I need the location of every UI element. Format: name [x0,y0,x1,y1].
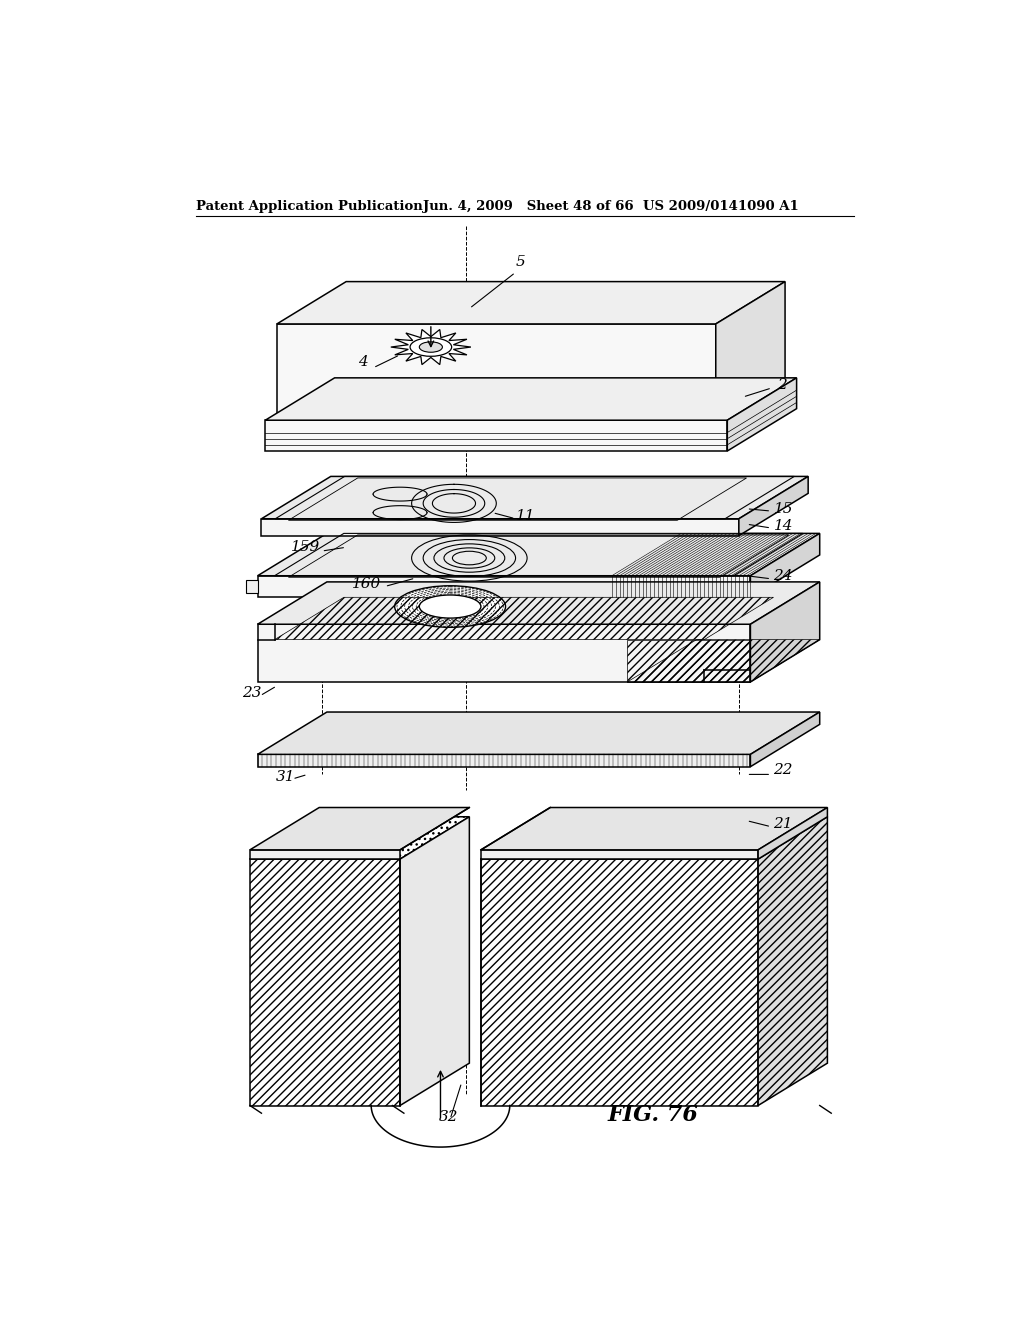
Polygon shape [276,281,785,323]
Polygon shape [258,711,819,755]
Polygon shape [481,850,758,859]
Polygon shape [265,420,727,451]
Text: 23: 23 [243,686,262,701]
Polygon shape [258,582,819,624]
Ellipse shape [394,586,506,627]
Text: US 2009/0141090 A1: US 2009/0141090 A1 [643,199,799,213]
Polygon shape [276,323,716,424]
Text: 22: 22 [773,763,793,777]
Polygon shape [727,378,797,451]
Polygon shape [751,711,819,767]
Text: 15: 15 [773,502,793,516]
Text: 11: 11 [515,510,536,523]
Polygon shape [751,533,819,597]
Text: Patent Application Publication: Patent Application Publication [196,199,423,213]
Polygon shape [261,477,808,519]
Polygon shape [265,378,797,420]
Polygon shape [258,755,751,767]
Polygon shape [250,850,400,859]
Polygon shape [261,519,739,536]
Ellipse shape [419,595,481,618]
Text: FIG. 76: FIG. 76 [608,1104,698,1126]
Text: Jun. 4, 2009   Sheet 48 of 66: Jun. 4, 2009 Sheet 48 of 66 [423,199,634,213]
Polygon shape [258,624,751,682]
Text: 31: 31 [275,770,295,784]
Text: 32: 32 [438,1110,458,1123]
Ellipse shape [419,342,442,352]
Polygon shape [739,477,808,536]
Text: 5: 5 [515,255,525,269]
Polygon shape [716,281,785,424]
Text: 2: 2 [777,379,787,392]
Text: 21: 21 [773,817,793,832]
Polygon shape [250,808,469,850]
Text: 24: 24 [773,569,793,583]
Polygon shape [758,808,827,859]
Polygon shape [246,579,258,594]
Polygon shape [250,859,400,1106]
Polygon shape [481,817,827,859]
Text: 14: 14 [773,519,793,532]
Polygon shape [481,808,827,850]
Polygon shape [258,533,819,576]
Text: 160: 160 [352,577,382,591]
Polygon shape [400,817,469,1106]
Polygon shape [250,817,469,859]
Text: 4: 4 [357,355,368,370]
Polygon shape [258,576,751,597]
Polygon shape [751,582,819,682]
Polygon shape [391,330,471,364]
Text: 159: 159 [291,540,319,554]
Ellipse shape [410,338,452,356]
Polygon shape [758,817,827,1106]
Polygon shape [481,859,758,1106]
